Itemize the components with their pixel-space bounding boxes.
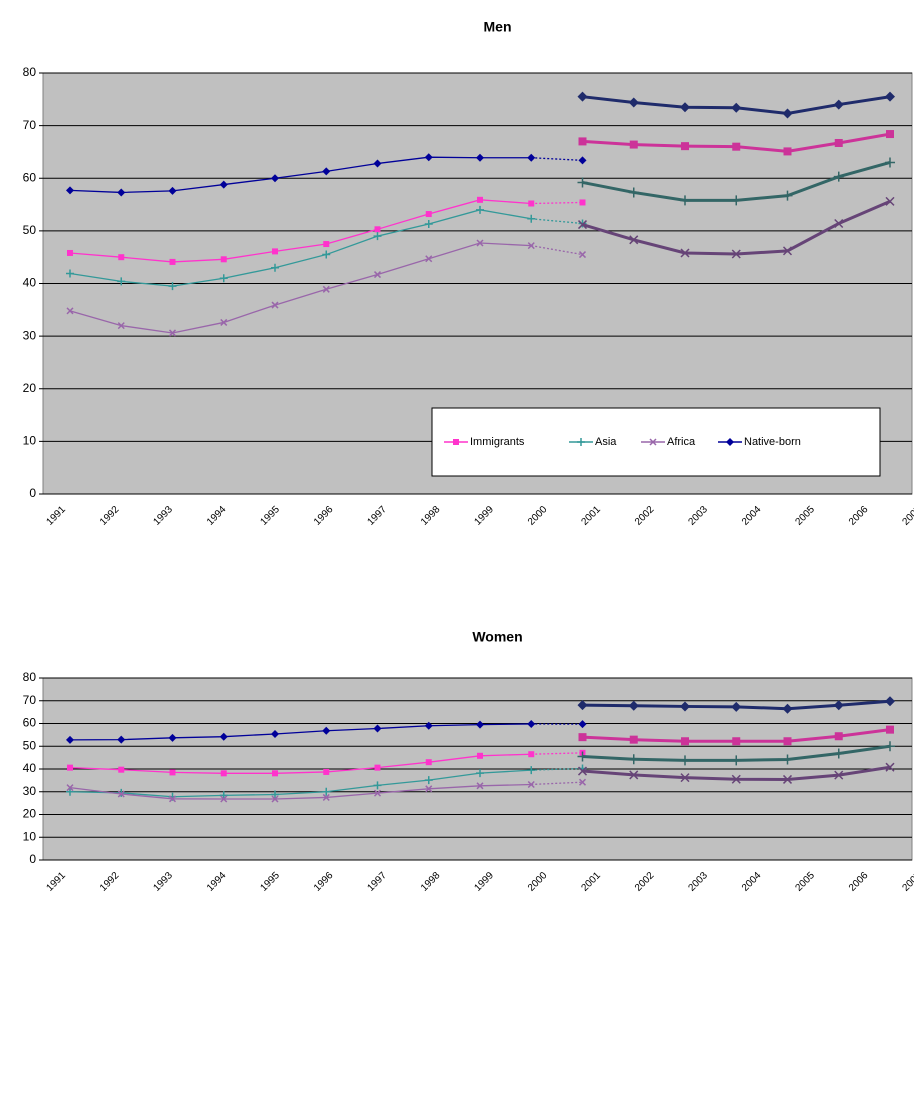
marker <box>453 439 459 445</box>
legend-label: Africa <box>667 436 696 448</box>
y-tick-label: 60 <box>23 716 37 730</box>
x-tick-label: 1992 <box>98 504 122 528</box>
marker <box>528 201 534 207</box>
x-tick-label: 1998 <box>419 504 443 528</box>
legend-label: Asia <box>595 436 617 448</box>
marker <box>477 197 483 203</box>
y-tick-label: 40 <box>23 761 37 775</box>
y-tick-label: 70 <box>23 693 37 707</box>
x-tick-label: 2003 <box>686 504 710 528</box>
y-tick-label: 30 <box>23 784 37 798</box>
y-tick-label: 0 <box>29 852 36 866</box>
marker <box>732 737 740 745</box>
legend-label: Native-born <box>744 436 801 448</box>
y-tick-label: 30 <box>23 328 37 342</box>
chart-title: Men <box>484 19 512 35</box>
y-tick-label: 60 <box>23 170 37 184</box>
marker <box>886 726 894 734</box>
marker <box>426 211 432 217</box>
marker <box>732 143 740 151</box>
marker <box>221 770 227 776</box>
marker <box>886 130 894 138</box>
x-tick-label: 1991 <box>44 870 68 894</box>
x-tick-label: 2007 <box>900 870 914 894</box>
y-tick-label: 70 <box>23 118 37 132</box>
marker <box>784 737 792 745</box>
x-tick-label: 2000 <box>526 504 550 528</box>
marker <box>579 733 587 741</box>
marker <box>170 769 176 775</box>
y-tick-label: 10 <box>23 829 37 843</box>
marker <box>170 259 176 265</box>
y-tick-label: 10 <box>23 434 37 448</box>
chart-title: Women <box>472 629 522 645</box>
x-tick-label: 2002 <box>633 504 657 528</box>
marker <box>426 759 432 765</box>
x-tick-label: 1995 <box>258 504 282 528</box>
x-tick-label: 2005 <box>793 504 817 528</box>
marker <box>221 256 227 262</box>
x-tick-label: 1999 <box>472 870 496 894</box>
x-tick-label: 1999 <box>472 504 496 528</box>
x-tick-label: 1997 <box>365 504 389 528</box>
marker <box>118 767 124 773</box>
y-tick-label: 20 <box>23 381 37 395</box>
y-tick-label: 50 <box>23 738 37 752</box>
x-tick-label: 1996 <box>312 504 336 528</box>
marker <box>528 751 534 757</box>
x-tick-label: 1991 <box>44 504 68 528</box>
y-tick-label: 20 <box>23 807 37 821</box>
marker <box>272 248 278 254</box>
marker <box>835 732 843 740</box>
x-tick-label: 2006 <box>847 870 871 894</box>
marker <box>323 769 329 775</box>
x-tick-label: 2003 <box>686 870 710 894</box>
marker <box>375 226 381 232</box>
x-tick-label: 2000 <box>526 870 550 894</box>
x-tick-label: 1998 <box>419 870 443 894</box>
x-tick-label: 1994 <box>205 504 229 528</box>
x-tick-label: 2006 <box>847 504 871 528</box>
x-tick-label: 1997 <box>365 870 389 894</box>
marker <box>272 770 278 776</box>
x-tick-label: 1993 <box>151 870 175 894</box>
x-tick-label: 2004 <box>740 870 764 894</box>
x-tick-label: 2002 <box>633 870 657 894</box>
marker <box>375 765 381 771</box>
x-tick-label: 2007 <box>900 504 914 528</box>
x-tick-label: 1993 <box>151 504 175 528</box>
y-tick-label: 80 <box>23 670 37 684</box>
x-tick-label: 1996 <box>312 870 336 894</box>
legend-label: Immigrants <box>470 436 525 448</box>
x-tick-label: 2001 <box>579 504 603 528</box>
marker <box>67 250 73 256</box>
marker <box>681 142 689 150</box>
marker <box>67 765 73 771</box>
y-tick-label: 40 <box>23 276 37 290</box>
marker <box>784 147 792 155</box>
marker <box>323 241 329 247</box>
x-tick-label: 1992 <box>98 870 122 894</box>
marker <box>630 141 638 149</box>
marker <box>477 753 483 759</box>
x-tick-label: 1995 <box>258 870 282 894</box>
marker <box>835 139 843 147</box>
y-tick-label: 0 <box>29 486 36 500</box>
x-tick-label: 2001 <box>579 870 603 894</box>
marker <box>579 137 587 145</box>
marker <box>118 254 124 260</box>
x-tick-label: 1994 <box>205 870 229 894</box>
marker <box>580 199 586 205</box>
y-tick-label: 50 <box>23 223 37 237</box>
x-tick-label: 2004 <box>740 504 764 528</box>
y-tick-label: 80 <box>23 65 37 79</box>
marker <box>681 737 689 745</box>
marker <box>630 736 638 744</box>
x-tick-label: 2005 <box>793 870 817 894</box>
